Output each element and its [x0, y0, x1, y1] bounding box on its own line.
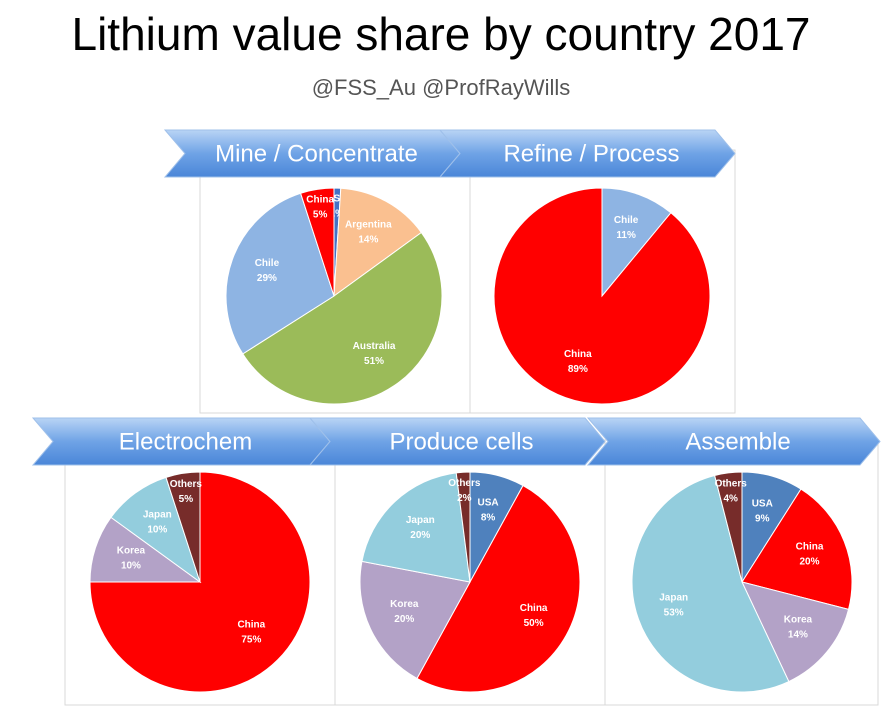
pie-slice	[359, 560, 471, 680]
slice-category: Others	[715, 479, 748, 490]
process-arrow	[438, 129, 736, 178]
slice-value: 50%	[524, 618, 544, 629]
process-arrow	[586, 417, 881, 466]
slice-value: 14%	[788, 629, 808, 640]
slice-value: 4%	[723, 494, 738, 505]
slice-value: 75%	[241, 634, 261, 645]
slice-category: China	[237, 619, 265, 630]
pie-slice	[361, 472, 471, 583]
slice-value: 20%	[394, 614, 414, 625]
slice-value: 11%	[616, 230, 636, 241]
slice-value: 5%	[179, 494, 194, 505]
slice-category: China	[564, 349, 592, 360]
slice-value: 2%	[457, 493, 472, 504]
stage-title: Assemble	[685, 429, 790, 456]
slice-value: 10%	[121, 561, 141, 572]
pie-slice	[741, 488, 853, 610]
slice-value: 29%	[257, 273, 277, 284]
slice-value: 14%	[358, 235, 378, 246]
slice-category: USA	[752, 498, 773, 509]
process-arrow	[308, 417, 606, 466]
slice-value: 9%	[755, 513, 770, 524]
stage-title: Mine / Concentrate	[215, 141, 418, 168]
subtitle: @FSS_Au @ProfRayWills	[312, 75, 571, 100]
slice-category: China	[796, 541, 824, 552]
slice-value: 53%	[664, 608, 684, 619]
slice-category: Chile	[255, 258, 280, 269]
slice-category: Japan	[143, 509, 172, 520]
pie-slice	[714, 471, 743, 583]
slice-category: Argentina	[345, 220, 392, 231]
pie-slice	[242, 231, 443, 405]
pie-slice	[225, 192, 335, 355]
slice-category: China	[306, 195, 334, 206]
pie-slice	[741, 581, 850, 683]
slice-category: Others	[448, 478, 481, 489]
pie-slice	[416, 484, 581, 693]
slice-category: USA	[326, 193, 347, 204]
slice-category: Korea	[117, 546, 146, 557]
slice-value: 10%	[147, 524, 167, 535]
stage-title: Refine / Process	[503, 141, 679, 168]
slice-value: 51%	[364, 356, 384, 367]
pie-slice	[493, 187, 711, 405]
pie-slice	[299, 187, 335, 297]
slice-value: 8%	[481, 513, 496, 524]
slice-category: Others	[170, 479, 203, 490]
slice-category: Korea	[784, 614, 813, 625]
title: Lithium value share by country 2017	[72, 8, 811, 60]
stage-title: Electrochem	[119, 429, 252, 456]
pie-slice	[455, 471, 471, 583]
pie-slice	[631, 474, 790, 693]
slice-value: 1%	[330, 208, 345, 219]
slice-category: Korea	[390, 599, 419, 610]
slice-value: 89%	[568, 364, 588, 375]
stage-title: Produce cells	[389, 429, 533, 456]
slice-category: China	[520, 603, 548, 614]
slice-value: 20%	[410, 530, 430, 541]
pie-slice	[165, 471, 201, 583]
slice-category: Chile	[614, 215, 639, 226]
slice-value: 5%	[313, 210, 328, 221]
slice-category: USA	[477, 498, 498, 509]
pie-slice	[333, 187, 423, 298]
pie-slice	[601, 187, 672, 298]
slice-category: Australia	[353, 341, 396, 352]
slice-value: 20%	[799, 556, 819, 567]
slice-category: Japan	[659, 593, 688, 604]
slice-category: Japan	[406, 515, 435, 526]
